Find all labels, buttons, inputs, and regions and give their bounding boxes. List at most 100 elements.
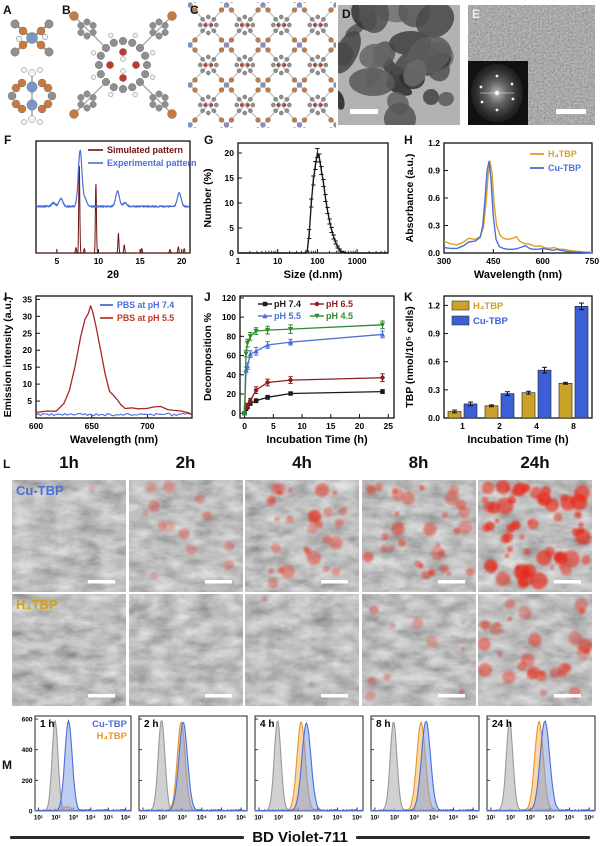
svg-text:Cu-TBP: Cu-TBP (473, 316, 508, 327)
svg-text:10¹: 10¹ (254, 815, 263, 822)
svg-text:24 h: 24 h (492, 719, 512, 730)
svg-text:200: 200 (22, 778, 33, 785)
xaxis-rule-right (355, 836, 591, 839)
svg-text:10: 10 (273, 256, 283, 266)
svg-text:600: 600 (536, 256, 550, 266)
panel-label-f: F (4, 133, 12, 147)
svg-text:Absorbance (a.u.): Absorbance (a.u.) (404, 154, 416, 243)
panel-label-b: B (62, 3, 71, 17)
svg-text:10¹: 10¹ (138, 815, 147, 822)
panel-j-decomposition-chart: 0 5 10 15 20 25 0 20 40 60 80 100 120 Incubation Time… (200, 288, 402, 452)
svg-text:15: 15 (225, 173, 235, 183)
svg-text:H₄TBP: H₄TBP (97, 731, 128, 742)
panel-g-dls-chart: 1 10 100 1000 0 5 10 15 20 Size (d.nm) Number (%) (200, 131, 402, 287)
micrograph-h4tbp-24h (478, 594, 592, 706)
svg-text:10⁶: 10⁶ (121, 815, 131, 822)
svg-text:5: 5 (54, 256, 59, 266)
svg-text:0.6: 0.6 (428, 193, 440, 203)
svg-text:1 h: 1 h (40, 719, 54, 730)
svg-text:Wavelength (nm): Wavelength (nm) (474, 269, 563, 281)
svg-text:10²: 10² (506, 815, 515, 822)
svg-text:Size (d.nm): Size (d.nm) (284, 269, 343, 281)
svg-text:0: 0 (242, 421, 247, 431)
svg-text:10⁴: 10⁴ (197, 815, 207, 822)
svg-text:80: 80 (227, 331, 237, 341)
micrograph-cu-tbp-4h (245, 480, 359, 592)
flow-histogram-24h: 10¹ 10² 10³ 10⁴ 10⁵ 10⁶ 24 h (482, 712, 598, 826)
svg-text:0.9: 0.9 (428, 166, 440, 176)
micrograph-h4tbp-1h (12, 594, 126, 706)
svg-text:2: 2 (497, 421, 502, 431)
svg-text:10⁵: 10⁵ (448, 815, 458, 822)
flow-histogram-4h: 10¹ 10² 10³ 10⁴ 10⁵ 10⁶ 4 h (250, 712, 366, 826)
svg-text:10⁴: 10⁴ (429, 815, 439, 822)
svg-text:0.3: 0.3 (428, 385, 440, 395)
svg-text:600: 600 (29, 421, 43, 431)
svg-text:750: 750 (585, 256, 599, 266)
svg-text:TBP (nmol/10⁵ cells): TBP (nmol/10⁵ cells) (404, 306, 416, 408)
svg-text:10³: 10³ (69, 815, 78, 822)
svg-text:2θ: 2θ (107, 269, 119, 281)
panel-m-xaxis-label: BD Violet-711 (252, 829, 348, 846)
micrograph-cu-tbp-1h (12, 480, 126, 592)
svg-text:120: 120 (222, 293, 236, 303)
xaxis-rule-left (10, 836, 245, 839)
svg-text:30: 30 (23, 311, 33, 321)
panel-label-j: J (204, 290, 211, 304)
micrograph-h4tbp-8h (361, 594, 476, 706)
panel-f-xrd-chart: 5 10 15 20 2θ Simulated pattern Experimental p… (0, 131, 200, 287)
svg-text:20: 20 (227, 389, 237, 399)
svg-text:450: 450 (486, 256, 500, 266)
svg-text:8 h: 8 h (376, 719, 390, 730)
svg-text:5: 5 (271, 421, 276, 431)
svg-text:Emission intensity (a.u.): Emission intensity (a.u.) (2, 297, 14, 418)
svg-text:10⁶: 10⁶ (468, 815, 478, 822)
svg-text:10⁵: 10⁵ (564, 815, 574, 822)
svg-text:H₄TBP: H₄TBP (548, 149, 577, 159)
svg-text:10: 10 (94, 256, 104, 266)
l-header-1h: 1h (59, 453, 79, 472)
svg-text:35: 35 (23, 294, 33, 304)
flow-histogram-2h: 10¹ 10² 10³ 10⁴ 10⁵ 10⁶ 2 h (134, 712, 250, 826)
panel-h-absorbance-chart: 300 450 600 750 0.0 0.3 0.6 0.9 1.2 Wavelength (n… (402, 131, 600, 287)
svg-text:1.2: 1.2 (428, 300, 440, 310)
svg-text:10⁵: 10⁵ (103, 815, 113, 822)
svg-text:PBS at pH 7.4: PBS at pH 7.4 (117, 300, 174, 310)
l-rowlabel-cu-tbp: Cu-TBP (16, 483, 64, 498)
svg-text:Decomposition %: Decomposition % (202, 312, 214, 401)
panel-label-i: I (4, 290, 8, 304)
svg-text:10³: 10³ (294, 815, 303, 822)
svg-text:0.3: 0.3 (428, 221, 440, 231)
svg-text:4 h: 4 h (260, 719, 274, 730)
svg-text:10⁵: 10⁵ (332, 815, 342, 822)
panel-i-emission-chart: 600 650 700 5 10 15 20 25 30 35 Wavelength (nm) Emi… (0, 288, 200, 452)
svg-text:20: 20 (225, 148, 235, 158)
svg-text:60: 60 (227, 351, 237, 361)
panel-label-l: L (3, 457, 11, 471)
svg-text:0: 0 (29, 809, 33, 816)
panel-k-uptake-bar-chart: 0.0 0.3 0.6 0.9 1.2 TBP (nmol/10⁵ cells) 1 2 4 8 I… (402, 288, 600, 452)
l-micrograph-row-cu-tbp (12, 480, 594, 592)
svg-text:10³: 10³ (178, 815, 187, 822)
svg-text:10: 10 (23, 379, 33, 389)
svg-text:4: 4 (534, 421, 539, 431)
svg-text:Experimental pattern: Experimental pattern (107, 158, 197, 168)
micrograph-cu-tbp-2h (128, 480, 243, 592)
panel-label-m: M (2, 758, 12, 772)
svg-text:PBS at pH 5.5: PBS at pH 5.5 (117, 313, 174, 323)
svg-text:0.0: 0.0 (428, 413, 440, 423)
svg-text:400: 400 (22, 747, 33, 754)
svg-text:100: 100 (222, 312, 236, 322)
l-rowlabel-h4tbp: H₄TBP (16, 597, 58, 612)
svg-text:10⁴: 10⁴ (313, 815, 323, 822)
svg-text:10²: 10² (51, 815, 60, 822)
l-header-2h: 2h (175, 453, 196, 472)
svg-text:0: 0 (229, 248, 234, 258)
svg-text:Incubation Time (h): Incubation Time (h) (467, 434, 569, 446)
svg-text:10⁶: 10⁶ (352, 815, 362, 822)
svg-text:10³: 10³ (410, 815, 419, 822)
l-header-4h: 4h (292, 453, 312, 472)
flow-histogram-8h: 10¹ 10² 10³ 10⁴ 10⁵ 10⁶ 8 h (366, 712, 482, 826)
micrograph-cu-tbp-8h (361, 480, 476, 592)
